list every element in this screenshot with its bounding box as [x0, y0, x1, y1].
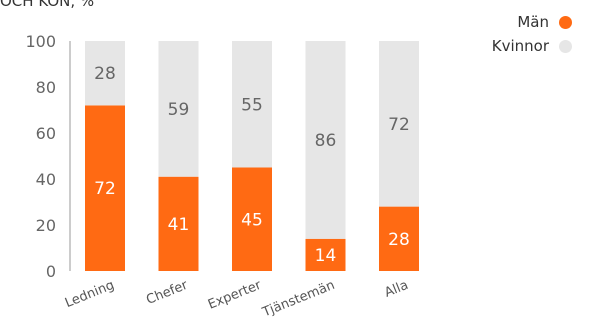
bar-kvinnor — [232, 41, 272, 168]
y-tick-label: 0 — [46, 262, 56, 281]
bar-man — [379, 206, 419, 271]
legend-item-kvinnor: Kvinnor — [492, 34, 572, 58]
y-tick-label: 80 — [36, 78, 56, 97]
data-label-man: 28 — [388, 230, 410, 250]
y-tick-label: 40 — [36, 170, 56, 189]
bar-man — [85, 105, 125, 272]
data-label-kvinnor: 28 — [94, 64, 116, 84]
data-label-man: 41 — [168, 215, 190, 235]
bar-kvinnor — [85, 41, 125, 106]
legend: Män Kvinnor — [492, 10, 572, 58]
legend-label-kvinnor: Kvinnor — [491, 37, 549, 55]
data-label-man: 14 — [315, 246, 337, 266]
bar-man — [232, 167, 272, 271]
y-tick-label: 60 — [36, 124, 56, 143]
legend-swatch-kvinnor — [559, 39, 572, 53]
x-tick-label: Experter — [206, 278, 264, 313]
legend-label-man: Män — [517, 13, 549, 31]
data-label-kvinnor: 55 — [241, 95, 263, 115]
y-tick-label: 20 — [36, 216, 56, 235]
x-tick-label: Ledning — [63, 278, 116, 311]
bar-man — [305, 238, 346, 271]
data-label-kvinnor: 72 — [388, 115, 410, 135]
data-label-man: 45 — [241, 210, 263, 230]
x-tick-label: Alla — [383, 278, 411, 301]
bar-kvinnor — [305, 41, 346, 239]
data-label-kvinnor: 59 — [168, 100, 190, 120]
data-label-kvinnor: 86 — [315, 131, 337, 151]
bar-kvinnor — [379, 41, 419, 207]
x-tick-label: Chefer — [144, 278, 190, 308]
legend-swatch-man — [559, 15, 572, 29]
chart-title: OCH KÖN, % — [0, 0, 95, 10]
legend-item-man: Män — [492, 10, 572, 34]
y-tick-label: 100 — [25, 32, 56, 51]
x-tick-label: Tjänstemän — [260, 278, 337, 321]
data-label-man: 72 — [94, 179, 116, 199]
bar-kvinnor — [158, 41, 199, 177]
bar-man — [158, 176, 199, 271]
